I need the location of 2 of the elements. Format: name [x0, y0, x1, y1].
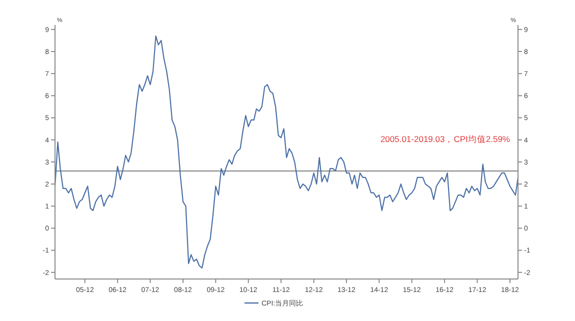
line-series: [54, 35, 519, 269]
annotation: 2005.01-2019.03，CPI均值2.59%: [380, 134, 510, 144]
